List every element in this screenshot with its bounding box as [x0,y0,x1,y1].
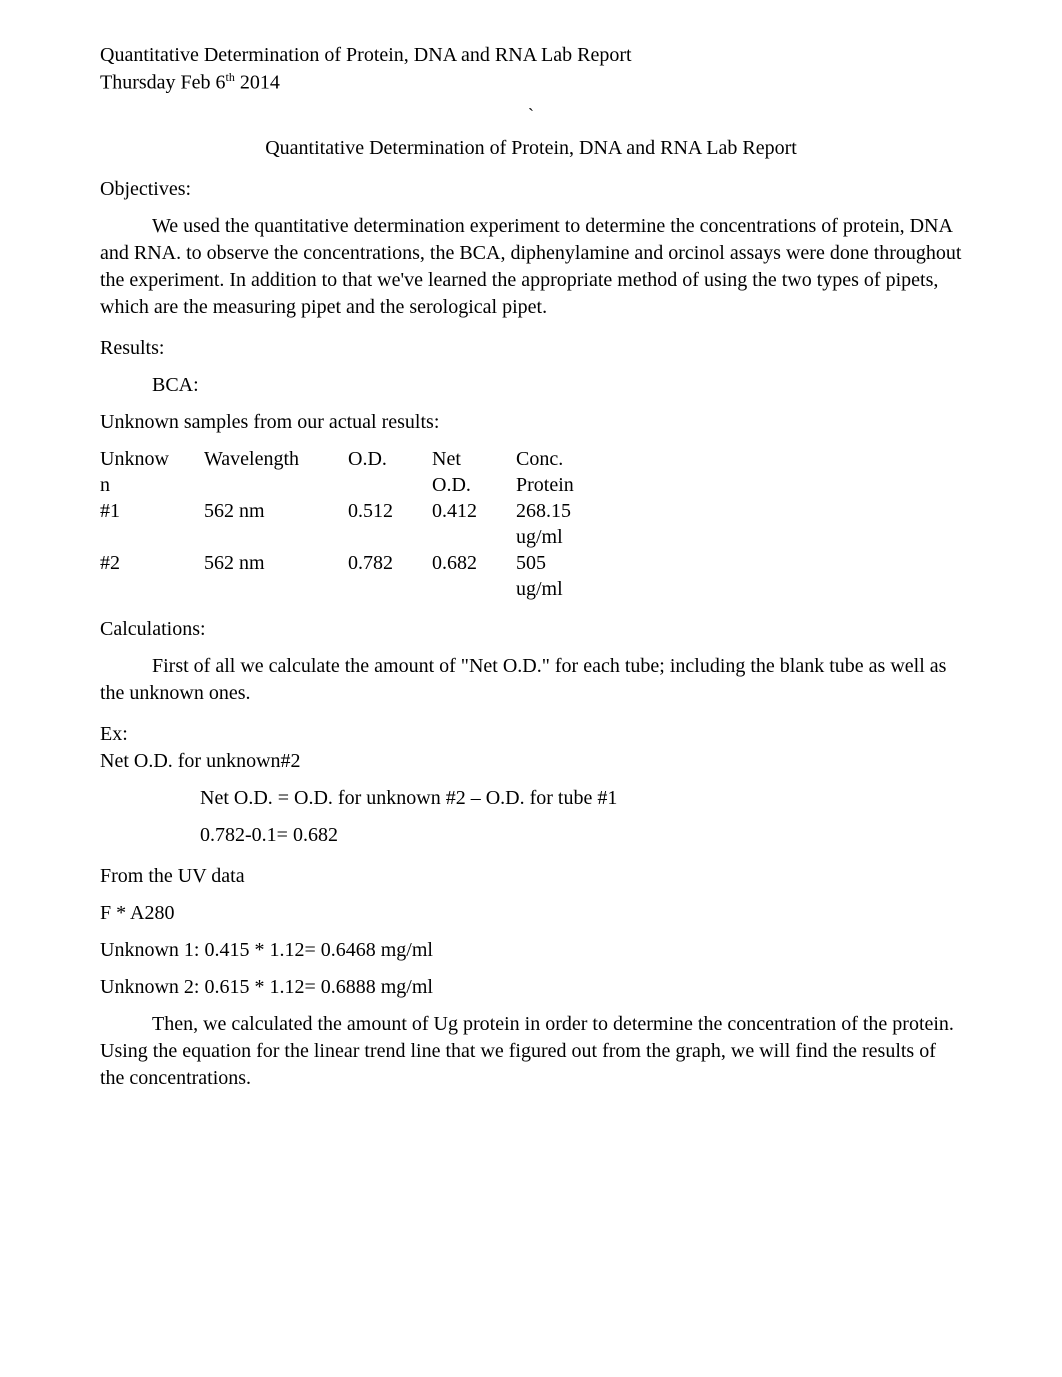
results-table: Unknow Wavelength O.D. Net Conc. n O.D. … [100,446,620,602]
results-heading: Results: [100,335,962,362]
doc-title: Quantitative Determination of Protein, D… [100,135,962,162]
calculations-heading: Calculations: [100,616,962,643]
uv-heading: From the UV data [100,863,962,890]
cell-wl: 562 nm [204,498,348,524]
unknown-intro: Unknown samples from our actual results: [100,409,962,436]
cell-net: 0.412 [432,498,516,524]
uv-u2: Unknown 2: 0.615 * 1.12= 0.6888 mg/ml [100,974,962,1001]
header-title: Quantitative Determination of Protein, D… [100,42,962,69]
ex-netod-for: Net O.D. for unknown#2 [100,748,962,775]
th-blank [348,472,432,498]
tick-mark: ` [100,103,962,127]
cell-od: 0.782 [348,550,432,576]
cell-unk: #1 [100,498,204,524]
cell-conc-unit: ug/ml [516,524,620,550]
uv-u1: Unknown 1: 0.415 * 1.12= 0.6468 mg/ml [100,937,962,964]
header-date-pre: Thursday Feb 6 [100,72,226,94]
cell-wl: 562 nm [204,550,348,576]
table-header-row-1: Unknow Wavelength O.D. Net Conc. [100,446,620,472]
th-conc-a: Conc. [516,446,620,472]
header-date-post: 2014 [235,72,280,94]
cell-conc: 505 [516,550,620,576]
th-conc-b: Protein [516,472,620,498]
th-unknown-a: Unknow [100,446,204,472]
header-date: Thursday Feb 6th 2014 [100,69,962,97]
objectives-heading: Objectives: [100,176,962,203]
th-netod-b: O.D. [432,472,516,498]
th-blank [204,472,348,498]
ex-formula: Net O.D. = O.D. for unknown #2 – O.D. fo… [200,785,962,812]
header-date-sup: th [226,70,235,84]
ex-calc: 0.782-0.1= 0.682 [200,822,962,849]
th-od: O.D. [348,446,432,472]
table-row: #1 562 nm 0.512 0.412 268.15 [100,498,620,524]
cell-conc-unit: ug/ml [516,576,620,602]
cell-unk: #2 [100,550,204,576]
table-header-row-2: n O.D. Protein [100,472,620,498]
bca-label: BCA: [152,372,962,399]
th-unknown-b: n [100,472,204,498]
table-row: #2 562 nm 0.782 0.682 505 [100,550,620,576]
th-netod-a: Net [432,446,516,472]
table-row: ug/ml [100,576,620,602]
page: Quantitative Determination of Protein, D… [0,0,1062,1377]
calculations-para: First of all we calculate the amount of … [100,653,962,707]
cell-net: 0.682 [432,550,516,576]
uv-fa280: F * A280 [100,900,962,927]
ex-label: Ex: [100,721,962,748]
th-wavelength: Wavelength [204,446,348,472]
objectives-para: We used the quantitative determination e… [100,213,962,321]
uv-para: Then, we calculated the amount of Ug pro… [100,1011,962,1092]
table-row: ug/ml [100,524,620,550]
cell-od: 0.512 [348,498,432,524]
cell-conc: 268.15 [516,498,620,524]
